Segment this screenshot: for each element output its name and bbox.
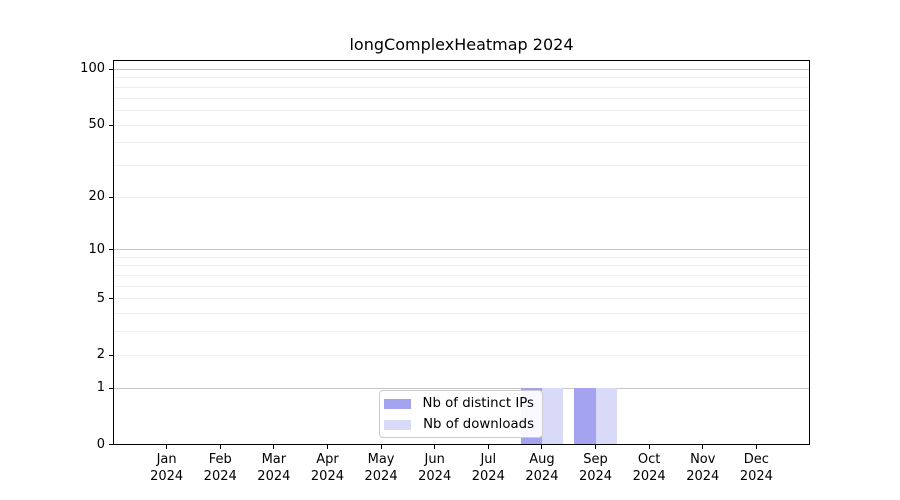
x-tick-month: Mar: [261, 452, 287, 467]
x-tick-year: 2024: [418, 469, 452, 484]
x-tick-label-jul: Jul 2024: [460, 451, 516, 485]
gridline-minor-50: [113, 124, 810, 126]
x-tick-year: 2024: [203, 469, 237, 484]
y-tick-label-0: 0: [96, 436, 105, 452]
gridline-minor-40: [113, 142, 810, 144]
gridline-major-10: [113, 249, 810, 251]
y-tick-mark-10: [109, 249, 113, 251]
gridline-minor-30: [113, 164, 810, 166]
gridline-minor-4: [113, 313, 810, 315]
x-tick-month: Jul: [480, 452, 497, 467]
y-tick-mark-2: [109, 354, 113, 356]
x-tick-label-jan: Jan 2024: [139, 451, 195, 485]
x-tick-mark-aug: [541, 445, 543, 449]
y-tick-label-2: 2: [96, 347, 105, 363]
x-tick-year: 2024: [310, 469, 344, 484]
bar-nb-of-distinct-ips-sep: [574, 388, 596, 445]
x-tick-label-jun: Jun 2024: [407, 451, 463, 485]
gridline-major-1: [113, 387, 810, 389]
x-tick-year: 2024: [739, 469, 773, 484]
x-tick-month: Apr: [316, 452, 339, 467]
x-tick-month: Nov: [690, 452, 716, 467]
y-tick-mark-0: [109, 444, 113, 445]
x-tick-month: Dec: [743, 452, 769, 467]
y-tick-mark-20: [109, 196, 113, 198]
x-tick-month: May: [367, 452, 395, 467]
gridline-minor-90: [113, 77, 810, 79]
x-tick-mark-oct: [648, 445, 650, 449]
gridline-minor-9: [113, 256, 810, 258]
x-tick-label-aug: Aug 2024: [514, 451, 570, 485]
x-tick-label-feb: Feb 2024: [192, 451, 248, 485]
x-tick-month: Aug: [529, 452, 555, 467]
y-tick-label-100: 100: [80, 61, 105, 77]
x-tick-month: Jan: [156, 452, 177, 467]
legend-swatch-nb-of-distinct-ips: [383, 398, 411, 409]
gridline-minor-5: [113, 298, 810, 300]
legend-entry-nb-of-downloads: Nb of downloads: [384, 416, 534, 433]
x-tick-mark-dec: [755, 445, 757, 449]
x-tick-year: 2024: [364, 469, 398, 484]
gridline-minor-20: [113, 196, 810, 198]
gridline-minor-6: [113, 285, 810, 287]
y-tick-label-5: 5: [96, 290, 105, 306]
gridline-minor-8: [113, 265, 810, 267]
x-tick-year: 2024: [471, 469, 505, 484]
x-tick-label-apr: Apr 2024: [299, 451, 355, 485]
x-tick-year: 2024: [578, 469, 613, 484]
x-tick-label-nov: Nov 2024: [675, 451, 731, 485]
gridline-major-100: [113, 68, 810, 70]
x-tick-label-oct: Oct 2024: [621, 451, 677, 485]
x-tick-year: 2024: [632, 469, 666, 484]
x-tick-mark-nov: [702, 445, 704, 449]
legend-label: Nb of downloads: [423, 417, 534, 432]
x-tick-year: 2024: [525, 469, 559, 484]
x-tick-year: 2024: [257, 469, 291, 484]
x-tick-mark-jun: [434, 445, 436, 449]
gridline-minor-70: [113, 97, 810, 99]
chart-title: longComplexHeatmap 2024: [349, 35, 574, 54]
x-tick-mark-feb: [219, 445, 221, 449]
x-tick-year: 2024: [686, 469, 720, 484]
x-tick-label-may: May 2024: [353, 451, 409, 485]
legend-swatch-nb-of-downloads: [384, 419, 412, 430]
x-tick-mark-sep: [595, 445, 597, 449]
x-tick-label-dec: Dec 2024: [728, 451, 784, 485]
gridline-minor-60: [113, 109, 810, 111]
y-tick-label-1: 1: [96, 380, 105, 396]
legend: Nb of distinct IPs Nb of downloads: [379, 390, 543, 438]
y-tick-mark-1: [109, 387, 113, 389]
x-tick-mark-mar: [273, 445, 275, 449]
x-tick-month: Jun: [424, 452, 445, 467]
gridline-minor-3: [113, 331, 810, 333]
gridline-minor-80: [113, 86, 810, 88]
x-tick-month: Oct: [637, 452, 661, 467]
x-tick-month: Sep: [583, 452, 608, 467]
x-tick-mark-apr: [326, 445, 328, 449]
y-tick-label-10: 10: [88, 241, 105, 257]
x-tick-label-mar: Mar 2024: [246, 451, 302, 485]
bar-nb-of-downloads-sep: [595, 388, 617, 445]
y-tick-label-50: 50: [88, 117, 105, 132]
y-tick-mark-5: [109, 298, 113, 300]
x-tick-label-sep: Sep 2024: [568, 451, 624, 485]
gridline-minor-7: [113, 275, 810, 277]
x-tick-mark-may: [380, 445, 382, 449]
bar-nb-of-downloads-aug: [541, 388, 564, 445]
x-tick-year: 2024: [150, 469, 184, 484]
x-tick-month: Feb: [208, 452, 232, 467]
legend-entry-nb-of-distinct-ips: Nb of distinct IPs: [383, 395, 534, 412]
legend-label: Nb of distinct IPs: [422, 396, 534, 411]
y-tick-mark-50: [109, 124, 113, 126]
gridline-minor-2: [113, 354, 810, 356]
y-tick-mark-100: [109, 68, 113, 70]
x-tick-mark-jul: [487, 445, 489, 449]
x-tick-mark-jan: [166, 445, 168, 449]
y-tick-label-20: 20: [88, 189, 105, 205]
